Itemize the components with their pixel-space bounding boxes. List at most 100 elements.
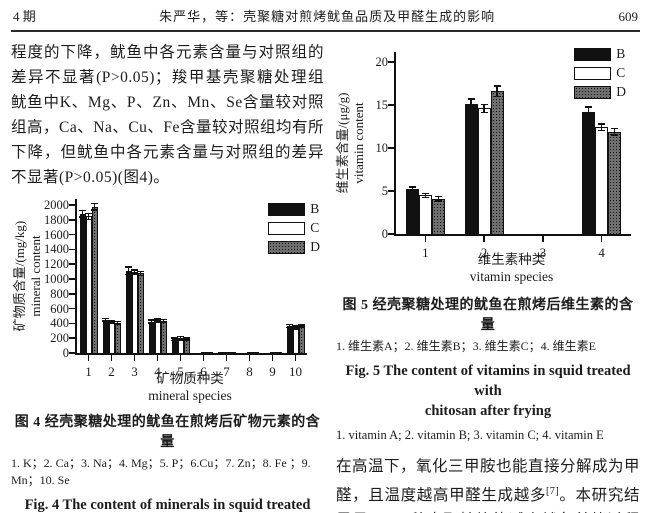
error-bar-cap [154, 318, 161, 320]
legend-label-D: D [310, 239, 320, 254]
error-bar-cap [467, 108, 475, 110]
legend-swatch-C [268, 221, 306, 235]
error-bar-cap [137, 270, 144, 273]
error-bar-cap [148, 319, 155, 321]
x-tick-label: 3 [539, 245, 547, 260]
error-bar-cap [148, 322, 155, 324]
figure-4: 矿物质含量/(mg/kg) mineral content 0 200 400 600… [11, 195, 324, 513]
bar-C-cat2 [477, 108, 491, 234]
error-bar [133, 270, 136, 274]
bar-D-cat6 [206, 352, 213, 353]
y-tick [388, 104, 394, 106]
legend-swatch-C [574, 66, 612, 80]
y-tick [69, 293, 75, 295]
bar-D-cat4 [160, 320, 167, 353]
page-number: 609 [618, 9, 639, 24]
error-bar-cap [408, 191, 416, 193]
error-bar-cap [611, 127, 619, 130]
error-bar [185, 338, 188, 340]
error-bar-cap [137, 274, 144, 277]
legend-row: D [268, 239, 320, 255]
fig5-caption-zh: 图 5 经壳聚糖处理的鱿鱼在煎烤后维生素的含量 [342, 298, 634, 333]
y-tick [69, 352, 75, 354]
bar-C-cat4 [595, 127, 609, 234]
paragraph-formaldehyde: 在高温下，氧化三甲胺也能直接分解成为甲醛，且温度越高甲醛生成越多[7]。本研究结… [336, 458, 641, 513]
x-tick-label: 4 [154, 364, 161, 379]
error-bar-cap [434, 195, 442, 198]
x-tick [294, 355, 297, 361]
fig4-caption-en: Fig. 4 The content of minerals in squid … [24, 497, 311, 513]
fig5-x-axis-label: 维生素种类 vitamin species [469, 252, 554, 284]
error-bar [87, 214, 90, 219]
error-bar [587, 107, 590, 117]
x-tick-label: 5 [177, 364, 184, 379]
y-tick [388, 233, 394, 235]
error-bar-cap [114, 320, 121, 323]
bar-B-cat3 [125, 270, 132, 353]
bar-B-cat1 [79, 213, 86, 353]
error-bar [470, 99, 472, 109]
page-header: 4 期 朱严华，等：壳聚糖对煎烤鱿鱼品质及甲醛生成的影响 609 [11, 0, 640, 32]
error-bar [156, 319, 159, 322]
x-tick [424, 236, 427, 242]
y-tick-label: 1600 [44, 227, 69, 242]
bar-C-cat7 [223, 351, 230, 353]
error-bar [411, 187, 414, 191]
legend-label-B: B [310, 201, 320, 216]
error-bar-cap [493, 85, 501, 87]
error-bar-cap [421, 192, 429, 195]
fig4-caption-zh: 图 4 经壳聚糖处理的鱿鱼在煎烤后矿物元素的含量 [14, 415, 321, 450]
bar-B-cat4 [582, 111, 596, 234]
error-bar-cap [79, 216, 86, 218]
error-bar [424, 194, 427, 197]
error-bar-cap [421, 196, 429, 199]
bar-B-cat10 [286, 326, 293, 353]
bar-C-cat6 [200, 352, 207, 353]
y-tick [69, 337, 75, 339]
error-bar-cap [102, 317, 109, 320]
error-bar-cap [292, 328, 299, 330]
error-bar [483, 105, 485, 112]
error-bar-cap [131, 269, 138, 271]
error-bar [116, 322, 119, 324]
error-bar [294, 326, 297, 329]
x-tick [110, 355, 113, 361]
x-tick-label: 9 [269, 364, 276, 379]
y-tick-label: 400 [50, 316, 69, 331]
x-tick [156, 355, 159, 361]
error-bar [437, 197, 440, 201]
fig5-bar-chart: 维生素含量/(μg/g) vitamin content 0 5 10 15 20 1 2 3… [335, 44, 640, 286]
bar-B-cat4 [148, 321, 155, 353]
y-tick-label: 600 [50, 301, 69, 316]
legend-swatch-D [268, 240, 306, 254]
error-bar-cap [171, 337, 178, 339]
x-tick [248, 355, 251, 361]
fig5-key-en: 1. vitamin A; 2. vitamin B; 3. vitamin C… [336, 428, 604, 442]
error-bar [93, 204, 96, 210]
error-bar-cap [171, 339, 178, 342]
left-column: 程度的下降，鱿鱼中各元素含量与对照组的差异不显著(P>0.05)；羧甲基壳聚糖处… [11, 40, 324, 513]
y-tick [69, 322, 75, 325]
x-tick [542, 236, 544, 242]
fig5-caption-en: Fig. 5 The content of vitamins in squid … [345, 363, 631, 419]
legend-row: C [268, 220, 320, 236]
running-title: 朱严华，等：壳聚糖对煎烤鱿鱼品质及甲醛生成的影响 [159, 9, 496, 24]
bar-D-cat7 [229, 351, 236, 353]
x-tick [600, 236, 603, 242]
x-tick-label: 4 [598, 245, 605, 260]
error-bar-cap [91, 209, 98, 211]
error-bar [104, 319, 107, 321]
x-tick-label: 7 [223, 364, 230, 379]
y-tick [388, 61, 394, 63]
error-bar [613, 129, 616, 135]
error-bar [300, 325, 303, 327]
error-bar-cap [154, 321, 161, 323]
legend-row: D [574, 84, 626, 100]
x-tick-label: 2 [108, 364, 115, 379]
error-bar-cap [85, 218, 92, 221]
bar-D-cat2 [114, 322, 121, 353]
error-bar-cap [298, 326, 305, 329]
